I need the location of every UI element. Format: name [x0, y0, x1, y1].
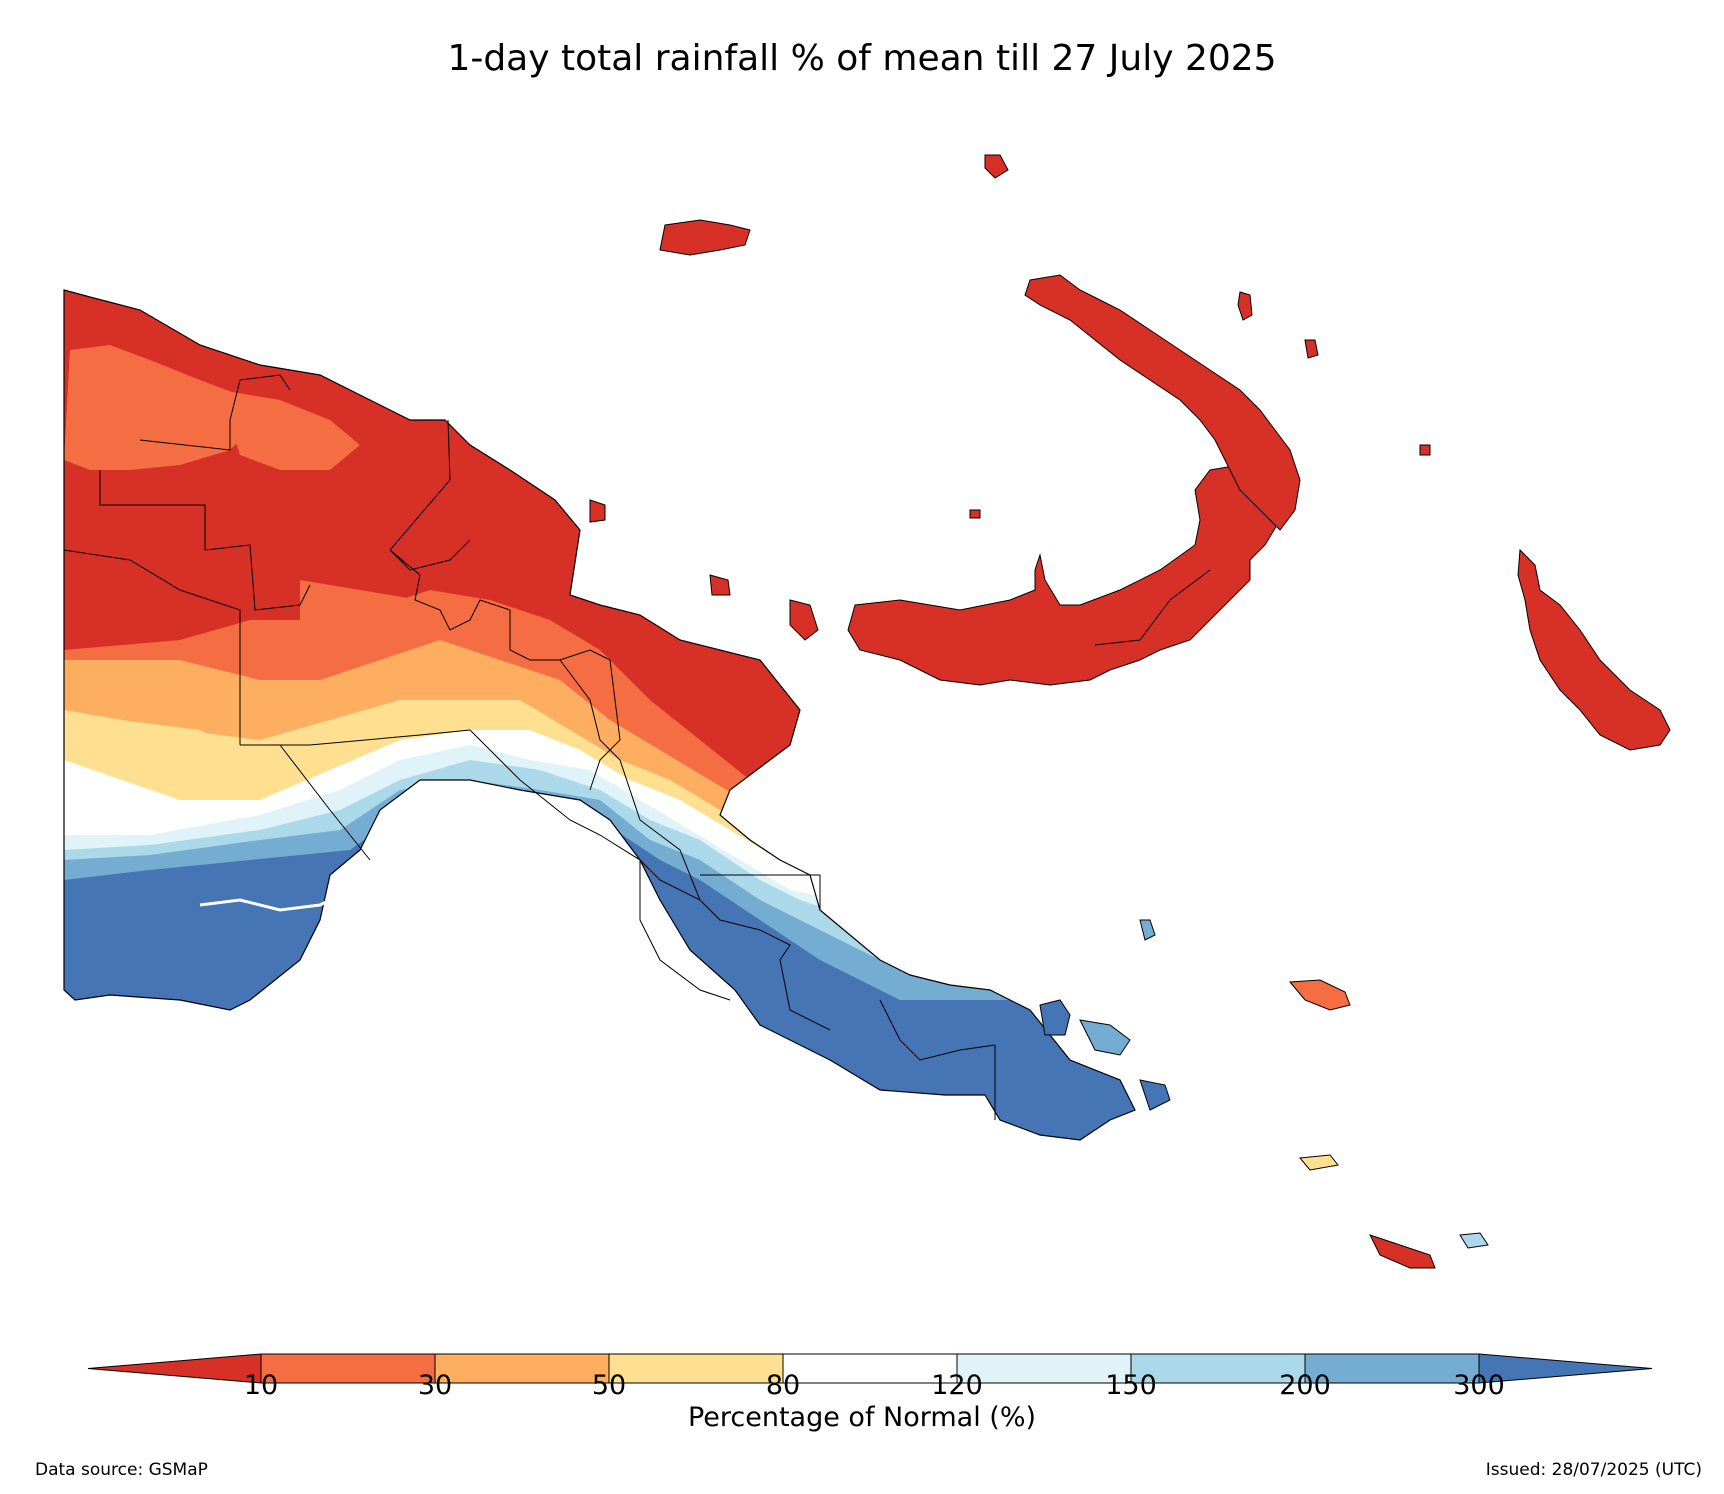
- colorbar-tick: 10: [243, 1370, 279, 1401]
- patch-white-south: [64, 780, 170, 815]
- colorbar-segment: [1304, 1353, 1480, 1384]
- colorbar-segment: [608, 1353, 784, 1384]
- small-island-yellow: [1299, 1154, 1339, 1171]
- colorbar-tick: 300: [1453, 1370, 1505, 1401]
- colorbar-tick: 50: [591, 1370, 627, 1401]
- manus-island: [659, 219, 751, 256]
- patch-north-orange: [64, 345, 260, 470]
- woodlark-island: [1288, 979, 1351, 1011]
- small-islands-north: [589, 154, 1431, 641]
- issued-date: Issued: 28/07/2025 (UTC): [1485, 1460, 1702, 1480]
- colorbar-segment: [782, 1353, 958, 1384]
- rossel-island: [1369, 1234, 1436, 1269]
- colorbar-extend-low: [87, 1353, 262, 1384]
- bougainville: [1517, 548, 1671, 751]
- map-title: 1-day total rainfall % of mean till 27 J…: [447, 38, 1277, 79]
- patch-north-orange-2: [220, 390, 360, 470]
- new-ireland: [1024, 274, 1301, 531]
- colorbar-tick: 30: [417, 1370, 453, 1401]
- fly-river: [199, 888, 351, 912]
- colorbar-segment: [956, 1353, 1132, 1384]
- colorbar-extend-high: [1478, 1353, 1653, 1384]
- colorbar-tick: 80: [765, 1370, 801, 1401]
- colorbar-segment: [1130, 1353, 1306, 1384]
- colorbar-label: Percentage of Normal (%): [687, 1402, 1037, 1433]
- colorbar-tick: 120: [931, 1370, 983, 1401]
- data-source: Data source: GSMaP: [35, 1460, 208, 1480]
- rainfall-map: [63, 154, 1671, 1269]
- small-island-blue: [1459, 1232, 1489, 1249]
- dentrecasteaux-islands: [1039, 919, 1171, 1111]
- patch-central-orange: [300, 580, 470, 650]
- colorbar-segment: [434, 1353, 610, 1384]
- colorbar-tick: 200: [1279, 1370, 1331, 1401]
- colorbar-segment: [260, 1353, 436, 1384]
- colorbar-tick: 150: [1105, 1370, 1157, 1401]
- patch-yellow-south: [120, 720, 240, 765]
- province-boundaries: [63, 374, 996, 1120]
